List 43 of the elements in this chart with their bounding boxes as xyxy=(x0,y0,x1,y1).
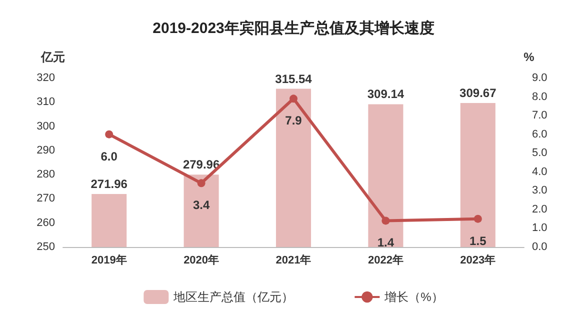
y2-tick-label: 5.0 xyxy=(532,147,548,160)
data-label: 1.4 xyxy=(377,236,394,250)
y-axis-title: 亿元 xyxy=(40,50,65,64)
y-tick-label: 280 xyxy=(36,168,55,181)
y2-tick-label: 9.0 xyxy=(532,72,548,84)
x-tick-label: 2019年 xyxy=(91,254,127,266)
chart-title: 2019-2023年宾阳县生产总值及其增长速度 xyxy=(152,19,434,37)
point xyxy=(105,130,114,138)
y2-tick-label: 6.0 xyxy=(532,128,548,140)
y-tick-label: 250 xyxy=(36,241,55,253)
point xyxy=(197,179,206,188)
data-label: 271.96 xyxy=(90,176,128,191)
y2-tick-label: 1.0 xyxy=(532,222,548,234)
x-tick-label: 2020年 xyxy=(184,254,220,266)
point xyxy=(474,214,482,223)
y2-tick-label: 3.0 xyxy=(532,184,548,197)
data-label: 309.67 xyxy=(460,86,497,100)
y-tick-label: 290 xyxy=(36,144,55,156)
y2-tick-label: 7.0 xyxy=(532,110,548,122)
data-label: 7.9 xyxy=(285,114,302,128)
data-label: 1.5 xyxy=(470,234,487,248)
y2-tick-label: 8.0 xyxy=(532,90,548,103)
point xyxy=(382,216,390,225)
x-tick-label: 2021年 xyxy=(276,254,312,266)
legend-label: 地区生产总值（亿元） xyxy=(172,290,294,304)
data-label: 6.0 xyxy=(100,149,118,164)
data-label: 315.54 xyxy=(275,72,312,86)
y-tick-label: 260 xyxy=(36,216,55,229)
data-label: 309.14 xyxy=(367,87,404,102)
x-tick-label: 2023年 xyxy=(460,254,496,266)
y-tick-label: 310 xyxy=(36,96,55,108)
legend-label: 增长（%） xyxy=(384,290,444,304)
y2-tick-label: 0.0 xyxy=(532,241,548,253)
y2-tick-label: 4.0 xyxy=(532,166,548,178)
y-tick-label: 320 xyxy=(36,72,55,84)
data-label: 279.96 xyxy=(182,158,220,172)
x-tick-label: 2022年 xyxy=(368,254,404,266)
data-label: 3.4 xyxy=(192,198,210,212)
y2-tick-label: 2.0 xyxy=(532,203,548,216)
y2-axis-title: % xyxy=(524,50,535,64)
y-tick-label: 300 xyxy=(36,120,55,132)
y-tick-label: 270 xyxy=(36,192,55,205)
point xyxy=(290,94,298,103)
